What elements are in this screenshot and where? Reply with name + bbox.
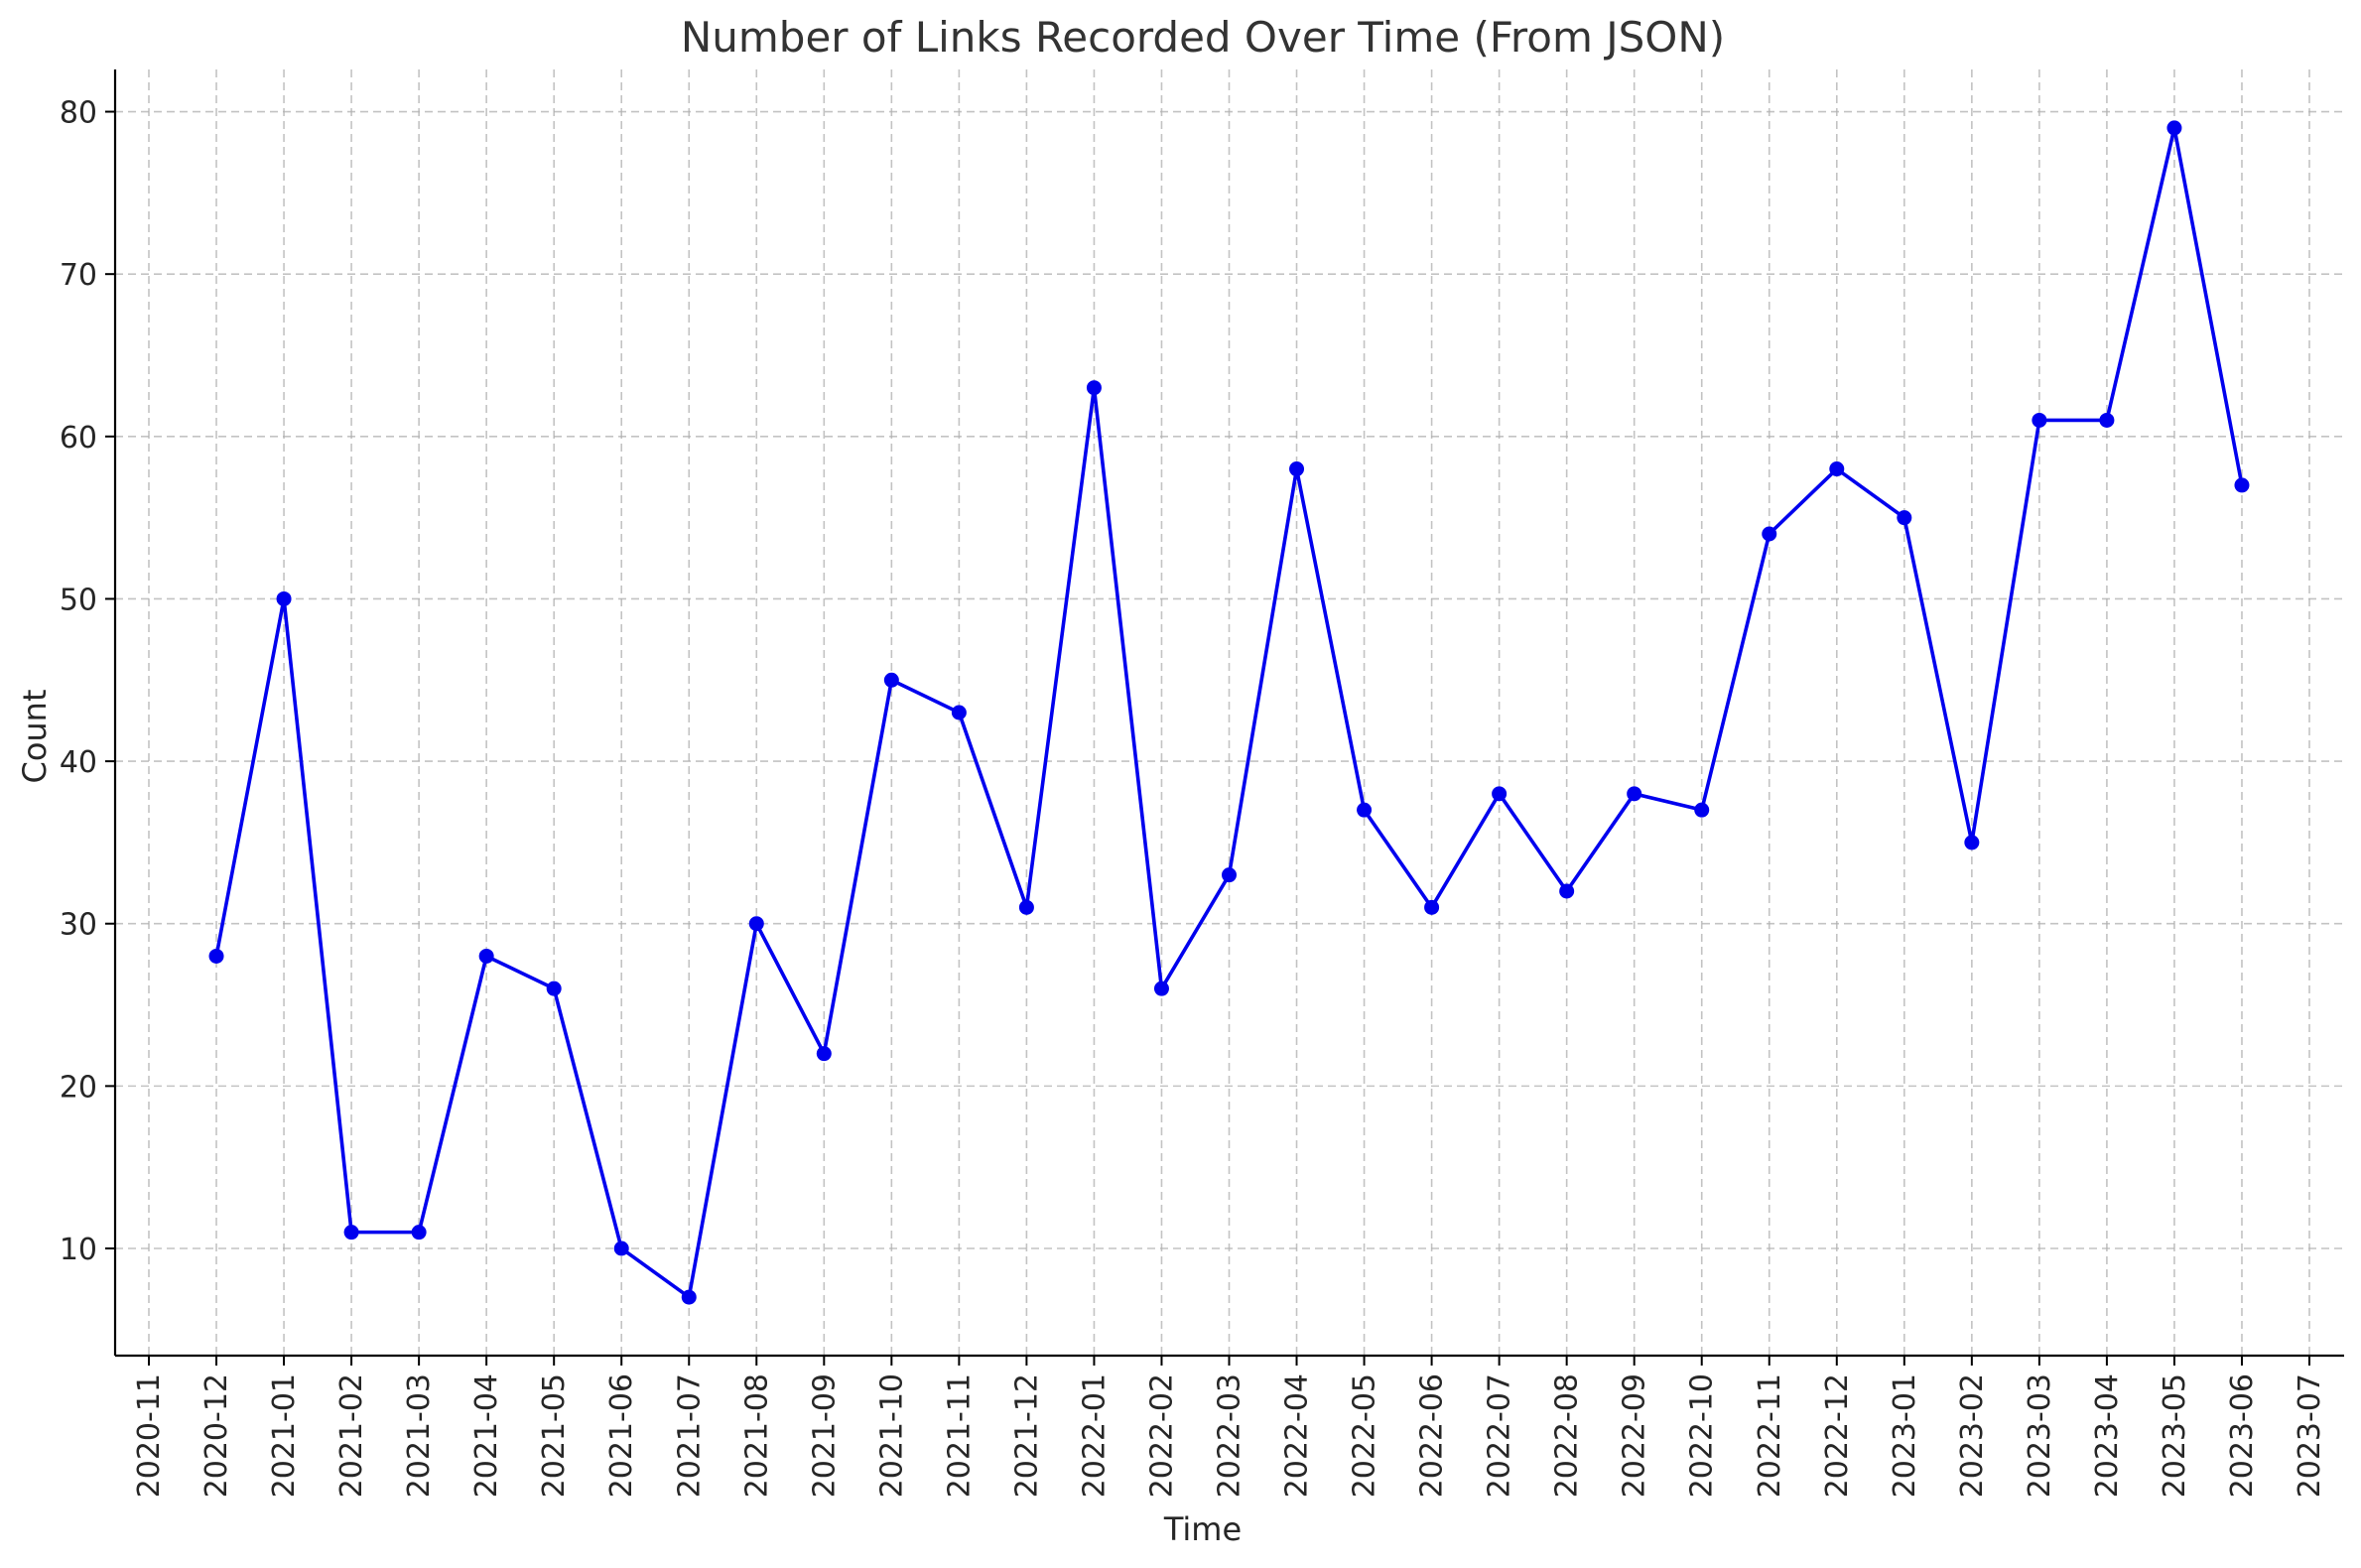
data-point	[1897, 510, 1912, 526]
series	[208, 120, 2250, 1305]
x-tick-label: 2023-06	[2225, 1373, 2260, 1498]
y-tick-label: 10	[60, 1233, 97, 1267]
y-tick-label: 60	[60, 421, 97, 456]
data-point	[951, 705, 967, 720]
x-axis-ticks: 2020-11 2020-12 2021-01 2021-02 2021-03 2021-…	[132, 1356, 2327, 1498]
x-tick-label: 2023-07	[2293, 1373, 2327, 1498]
x-tick-label: 2023-05	[2158, 1373, 2192, 1498]
data-point	[1627, 786, 1642, 802]
x-tick-label: 2021-02	[334, 1373, 369, 1498]
x-tick-label: 2023-02	[1955, 1373, 1990, 1498]
data-point	[1964, 835, 1980, 850]
x-tick-label: 2022-10	[1685, 1373, 1720, 1498]
data-point	[1018, 899, 1034, 915]
data-point	[276, 590, 292, 606]
x-tick-label: 2022-07	[1483, 1373, 1517, 1498]
x-tick-label: 2022-12	[1820, 1373, 1855, 1498]
data-point	[2166, 120, 2182, 136]
x-tick-label: 2021-03	[402, 1373, 437, 1498]
data-point	[478, 948, 494, 964]
x-tick-label: 2022-01	[1077, 1373, 1112, 1498]
chart-title: Number of Links Recorded Over Time (From…	[681, 13, 1725, 62]
data-point	[748, 916, 764, 932]
data-point	[1694, 802, 1710, 818]
data-point	[2099, 412, 2115, 428]
x-tick-label: 2022-04	[1280, 1373, 1315, 1498]
x-tick-label: 2021-11	[942, 1373, 977, 1498]
data-point	[1289, 461, 1305, 477]
y-tick-label: 30	[60, 908, 97, 943]
y-tick-label: 40	[60, 745, 97, 780]
y-axis-ticks: 10 20 30 40 50 60 70 80	[60, 96, 115, 1267]
data-point	[2032, 412, 2047, 428]
x-tick-label: 2021-12	[1009, 1373, 1044, 1498]
axes	[113, 69, 2344, 1358]
x-tick-label: 2022-08	[1550, 1373, 1585, 1498]
data-point	[816, 1046, 832, 1062]
x-tick-label: 2021-09	[807, 1373, 842, 1498]
y-tick-label: 20	[60, 1070, 97, 1105]
x-tick-label: 2023-03	[2023, 1373, 2057, 1498]
data-point	[1424, 899, 1440, 915]
x-tick-label: 2022-06	[1415, 1373, 1450, 1498]
data-point	[681, 1289, 697, 1305]
data-point	[883, 672, 899, 688]
x-tick-label: 2021-05	[537, 1373, 572, 1498]
x-tick-label: 2021-10	[874, 1373, 909, 1498]
x-tick-label: 2020-11	[132, 1373, 167, 1498]
y-axis-title: Count	[16, 689, 54, 783]
y-tick-label: 50	[60, 583, 97, 617]
x-tick-label: 2021-07	[672, 1373, 707, 1498]
data-point	[1762, 526, 1777, 542]
y-tick-label: 80	[60, 96, 97, 131]
x-tick-label: 2020-12	[199, 1373, 234, 1498]
data-point	[613, 1241, 629, 1256]
y-tick-label: 70	[60, 258, 97, 293]
x-tick-label: 2022-11	[1753, 1373, 1787, 1498]
data-point	[1492, 786, 1508, 802]
grid	[115, 69, 2344, 1356]
x-tick-label: 2023-01	[1888, 1373, 1922, 1498]
x-tick-label: 2021-04	[469, 1373, 504, 1498]
data-point	[546, 980, 562, 996]
x-tick-label: 2022-09	[1618, 1373, 1652, 1498]
x-tick-label: 2022-05	[1348, 1373, 1382, 1498]
x-tick-label: 2023-04	[2090, 1373, 2125, 1498]
data-point	[1559, 883, 1575, 899]
data-point	[208, 948, 224, 964]
data-point	[2234, 477, 2250, 493]
x-tick-label: 2022-03	[1213, 1373, 1247, 1498]
x-tick-label: 2022-02	[1144, 1373, 1179, 1498]
x-tick-label: 2021-06	[604, 1373, 639, 1498]
x-axis-title: Time	[1163, 1510, 1242, 1548]
data-point	[411, 1225, 427, 1241]
data-point	[1086, 380, 1102, 396]
data-point	[343, 1225, 359, 1241]
data-point	[1222, 867, 1237, 883]
data-point	[1153, 980, 1169, 996]
x-tick-label: 2021-01	[267, 1373, 302, 1498]
x-tick-label: 2021-08	[739, 1373, 774, 1498]
data-point	[1357, 802, 1373, 818]
data-point	[1829, 461, 1845, 477]
